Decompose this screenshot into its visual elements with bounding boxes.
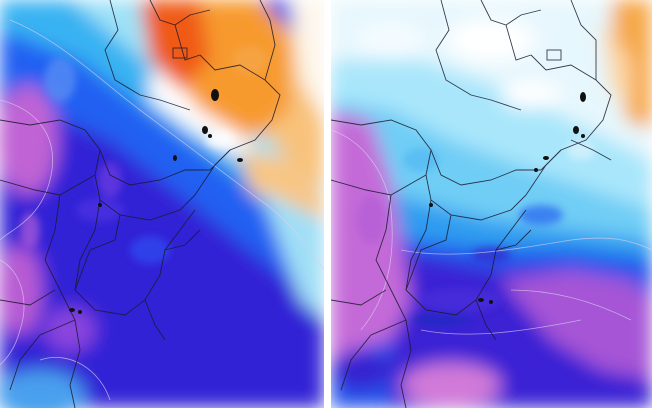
- political-borders-left: [0, 0, 281, 408]
- temperature-anomaly-map-right: [331, 0, 652, 408]
- speckle-detail-right: [357, 140, 595, 326]
- map-panel-left: [0, 0, 324, 408]
- contour-lines-left: [0, 19, 324, 401]
- map-panel-right: [331, 0, 652, 408]
- lake-markers-right: [429, 92, 586, 304]
- political-borders-right: [331, 0, 612, 408]
- contour-lines-right: [331, 129, 652, 335]
- lake-markers-left: [69, 89, 243, 314]
- panel-divider: [324, 0, 331, 408]
- color-field-left: [0, 0, 324, 408]
- temperature-anomaly-map-left: [0, 0, 324, 408]
